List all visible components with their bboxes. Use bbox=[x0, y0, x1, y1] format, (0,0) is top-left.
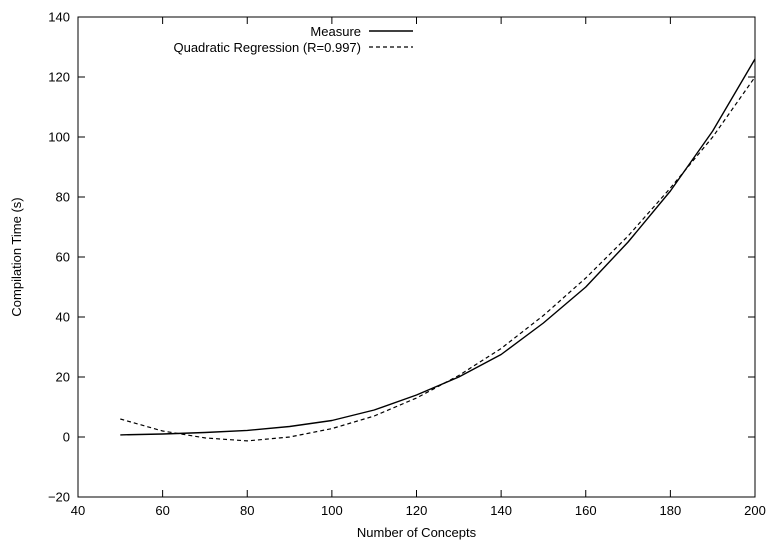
x-tick-label: 40 bbox=[71, 503, 85, 518]
series-line-measure bbox=[120, 58, 756, 436]
y-tick-label: 60 bbox=[56, 250, 70, 265]
x-tick-label: 60 bbox=[155, 503, 169, 518]
y-tick-label: 80 bbox=[56, 190, 70, 205]
y-tick-label: 140 bbox=[48, 10, 70, 25]
legend-label-measure: Measure bbox=[310, 24, 361, 39]
y-tick-label: −20 bbox=[48, 490, 70, 505]
plot-frame bbox=[77, 16, 756, 498]
x-tick-label: 200 bbox=[744, 503, 766, 518]
series-lines bbox=[120, 58, 756, 442]
y-tick-label: 0 bbox=[63, 430, 70, 445]
y-tick-labels: −20 0 20 40 60 80 100 120 140 bbox=[48, 10, 70, 505]
x-tick-label: 140 bbox=[490, 503, 512, 518]
x-tick-label: 80 bbox=[240, 503, 254, 518]
x-tick-label: 120 bbox=[406, 503, 428, 518]
legend-label-regression: Quadratic Regression (R=0.997) bbox=[173, 40, 361, 55]
y-tick-label: 120 bbox=[48, 70, 70, 85]
x-tick-labels: 40 60 80 100 120 140 160 180 200 bbox=[71, 503, 766, 518]
y-axis-title: Compilation Time (s) bbox=[9, 197, 24, 316]
y-tick-label: 40 bbox=[56, 310, 70, 325]
legend: Measure Quadratic Regression (R=0.997) bbox=[173, 24, 413, 55]
x-tick-label: 160 bbox=[575, 503, 597, 518]
x-tick-label: 180 bbox=[660, 503, 682, 518]
series-line-regression bbox=[120, 76, 756, 442]
x-tick-label: 100 bbox=[321, 503, 343, 518]
y-tick-label: 20 bbox=[56, 370, 70, 385]
y-tick-label: 100 bbox=[48, 130, 70, 145]
axis-ticks bbox=[77, 16, 756, 498]
x-axis-title: Number of Concepts bbox=[357, 525, 477, 540]
